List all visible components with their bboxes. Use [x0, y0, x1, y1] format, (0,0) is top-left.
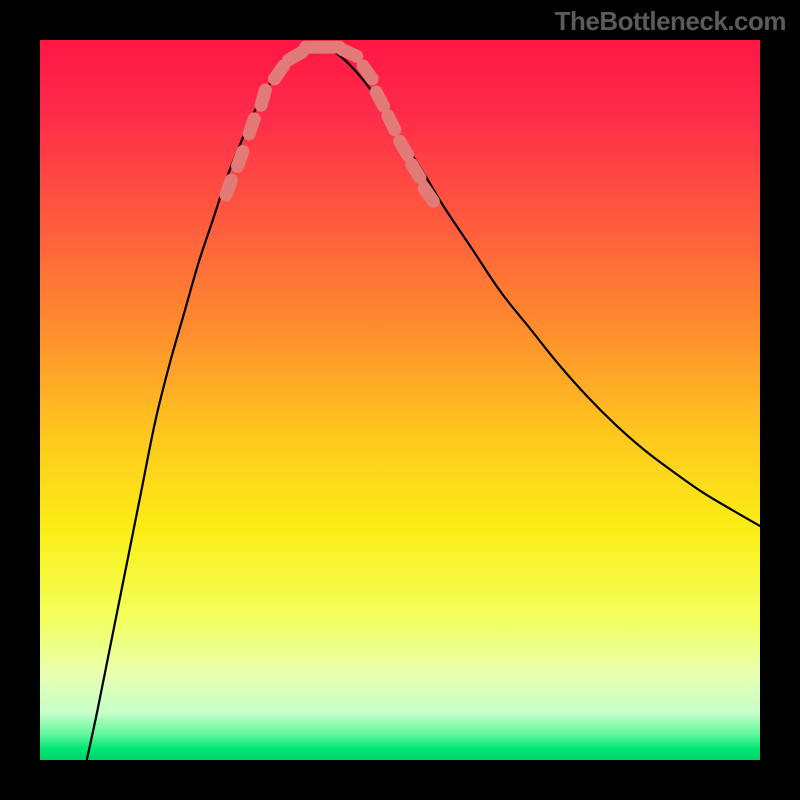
watermark-text: TheBottleneck.com	[555, 6, 786, 37]
chart-container	[40, 40, 760, 760]
bottleneck-curve-chart	[40, 40, 760, 760]
